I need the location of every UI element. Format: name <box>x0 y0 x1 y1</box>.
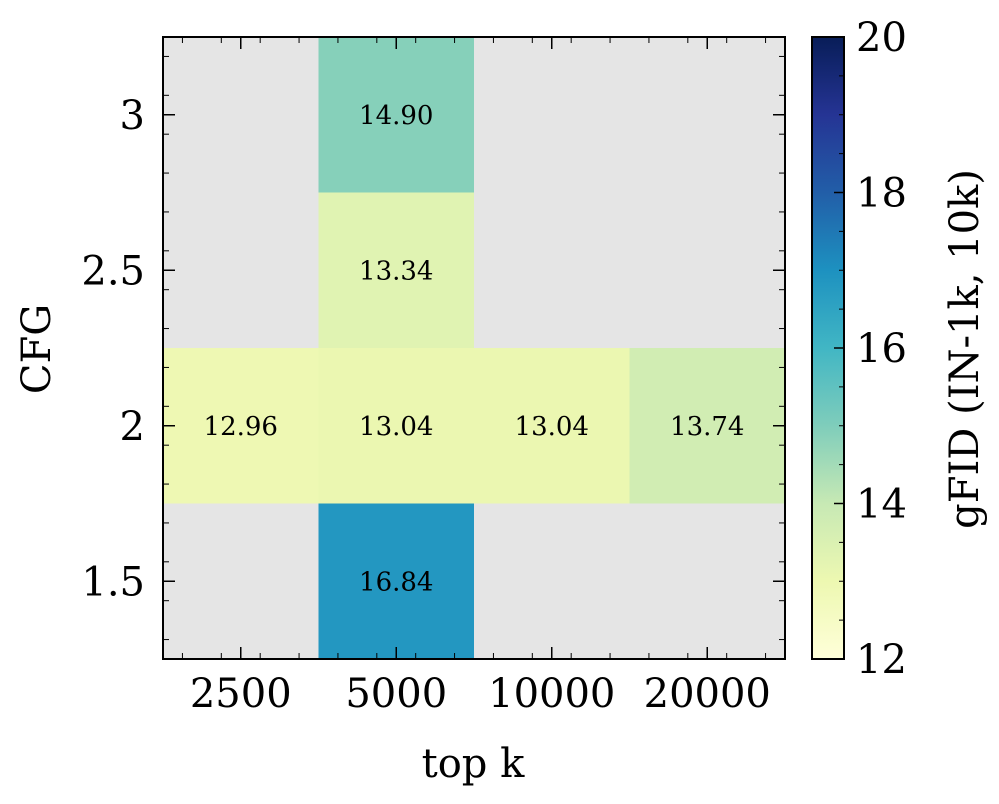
x-tick-label: 2500 <box>190 671 292 717</box>
colorbar-tick-label: 12 <box>856 637 907 683</box>
y-tick-label: 3 <box>120 93 145 139</box>
heatmap-cell <box>474 348 630 504</box>
colorbar-tick-label: 20 <box>856 15 907 61</box>
plot-frame <box>162 36 786 660</box>
plot-area: 14.90 13.34 12.96 13.04 13.04 13.74 16.84 <box>162 36 786 660</box>
heatmap-cell <box>318 192 474 348</box>
y-tick-label: 2 <box>120 404 145 450</box>
y-tick-label: 1.5 <box>81 559 145 605</box>
colorbar-tick-label: 18 <box>856 171 907 217</box>
colorbar-label: gFID (IN-1k, 10k) <box>942 169 988 529</box>
x-tick-label: 20000 <box>644 671 771 717</box>
cell-value-label: 16.84 <box>359 567 433 597</box>
cell-value-label: 13.34 <box>359 256 433 286</box>
cell-value-label: 13.04 <box>359 412 433 442</box>
colorbar: 12 14 16 18 20 <box>811 15 907 683</box>
x-tick-label: 5000 <box>345 671 447 717</box>
cell-value-label: 13.74 <box>670 412 744 442</box>
colorbar-tick-label: 14 <box>856 482 907 528</box>
x-axis-label: top k <box>422 741 525 787</box>
heatmap-cell <box>318 503 474 659</box>
cell-value-label: 13.04 <box>515 412 589 442</box>
y-tick-label: 2.5 <box>81 248 145 294</box>
heatmap-cell <box>318 37 474 193</box>
heatmap-cell <box>163 348 319 504</box>
heatmap-cell <box>318 348 474 504</box>
y-axis-label: CFG <box>14 304 60 394</box>
x-tick-label: 10000 <box>488 671 615 717</box>
x-axis: 2500 5000 10000 20000 <box>181 37 771 717</box>
cell-value-label: 14.90 <box>359 101 433 131</box>
heatmap-cell <box>629 348 785 504</box>
cell-value-label: 12.96 <box>204 412 278 442</box>
y-axis: 3 2.5 2 1.5 <box>81 55 785 641</box>
colorbar-tick-label: 16 <box>856 326 907 372</box>
